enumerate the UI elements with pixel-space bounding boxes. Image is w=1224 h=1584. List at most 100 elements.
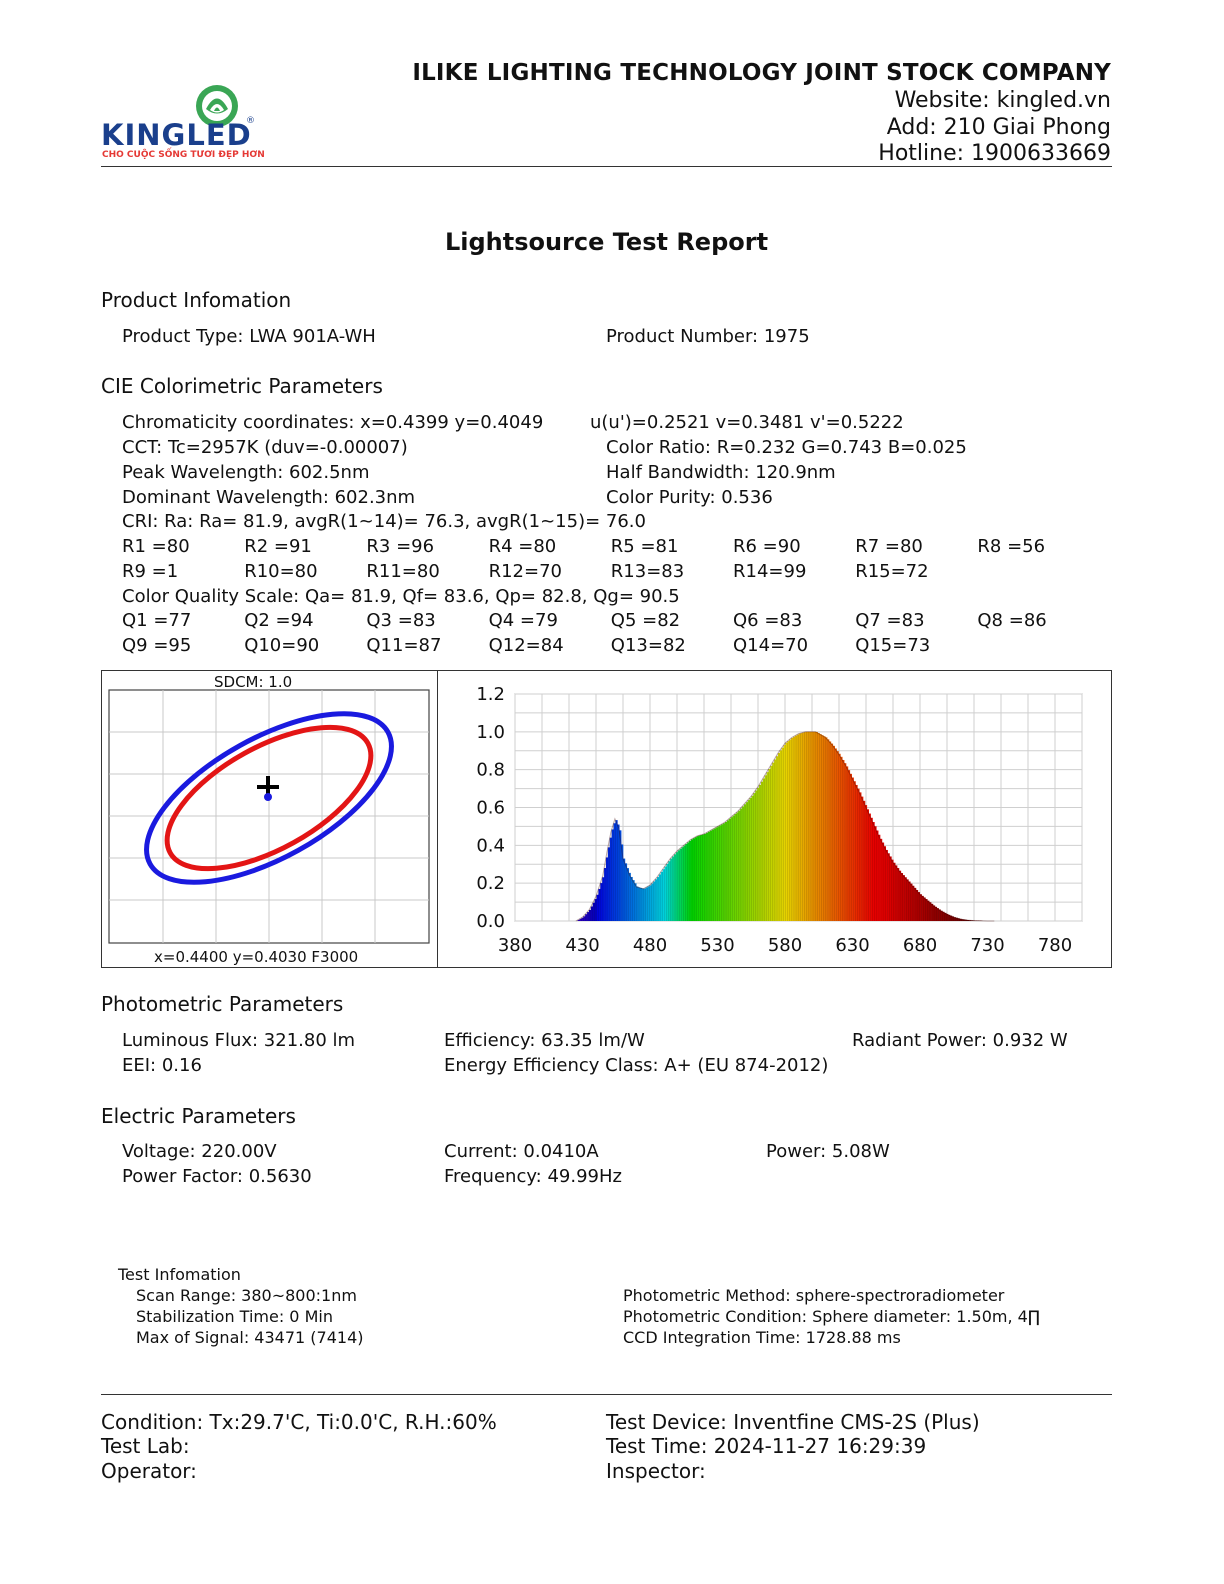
spectrum-bar	[893, 862, 896, 921]
q-value: Q8 =86	[977, 610, 1047, 631]
spectrum-bar	[830, 743, 834, 921]
spectrum-bar	[587, 912, 590, 921]
spectrum-bar	[838, 753, 841, 921]
spectrum-bar	[742, 806, 745, 921]
q-value: Q5 =82	[610, 610, 681, 631]
spectrum-bar	[953, 917, 956, 921]
spectrum-bar	[934, 906, 938, 921]
test-condition: Condition: Tx:29.7'C, Ti:0.0'C, R.H.:60%	[101, 1410, 497, 1434]
sdcm-label: SDCM: 1.0	[214, 673, 293, 691]
spectrum-bar	[647, 886, 650, 921]
spectrum-bar	[664, 866, 667, 921]
logo-tagline: CHO CUỘC SỐNG TƯƠI ĐẸP HƠN	[102, 150, 265, 160]
spectrum-bar	[692, 838, 696, 921]
spectrum-bar	[895, 865, 898, 921]
spectrum-bar	[760, 781, 764, 921]
spectrum-bar	[585, 914, 588, 921]
scan-range: Scan Range: 380~800:1nm	[136, 1286, 357, 1305]
spectrum-bar	[883, 846, 887, 921]
half-bandwidth: Half Bandwidth: 120.9nm	[606, 462, 836, 483]
efficiency: Efficiency: 63.35 lm/W	[444, 1030, 645, 1051]
spectrum-bar	[902, 875, 905, 921]
company-address: Add: 210 Giai Phong	[886, 115, 1111, 140]
spectrum-bar	[651, 883, 654, 921]
spectrum-bar	[747, 800, 750, 921]
spectrum-bar	[906, 879, 909, 921]
spectrum-bar	[713, 828, 716, 921]
spectrum-bar	[825, 737, 828, 921]
spectrum-bar	[621, 844, 624, 921]
spectrum-bar	[581, 917, 584, 921]
spectrum-bar	[857, 788, 860, 921]
sdcm-chart	[108, 689, 430, 944]
photometric-condition: Photometric Condition: Sphere diameter: …	[623, 1307, 1040, 1326]
spectrum-bar	[762, 778, 766, 921]
spectrum-bar	[668, 861, 671, 921]
spectrum-bar	[965, 919, 968, 921]
spectrum-bar	[607, 847, 611, 921]
r-value: R1 =80	[122, 536, 190, 557]
spectrum-bar	[948, 914, 951, 921]
spectrum-bar	[689, 840, 692, 921]
y-tick-label: 1.2	[476, 684, 505, 705]
spectrum-bar	[751, 795, 754, 921]
q-value: Q14=70	[733, 635, 809, 656]
r-value: R13=83	[610, 561, 685, 582]
spectrum-bar	[708, 831, 711, 921]
spectrum-bar	[908, 881, 911, 921]
spectrum-bar	[785, 742, 788, 921]
spectrum-bar	[630, 876, 633, 921]
r-value: R10=80	[244, 561, 318, 582]
spectrum-bar	[709, 830, 713, 921]
spectrum-bar	[827, 739, 830, 921]
spectrum-bar	[623, 858, 626, 921]
spectrum-bar	[768, 768, 771, 921]
spectrum-bar	[649, 885, 652, 921]
spectrum-bar	[628, 872, 631, 921]
spectrum-bar	[598, 888, 601, 921]
luminous-flux: Luminous Flux: 321.80 lm	[122, 1030, 356, 1051]
spectrum-bar	[579, 918, 582, 921]
spectrum-bar	[804, 732, 807, 921]
spectrum-bar	[660, 871, 663, 921]
spectrum-bar	[726, 820, 730, 921]
power: Power: 5.08W	[766, 1141, 890, 1162]
spectrum-bar	[834, 748, 837, 921]
spectrum-bar	[781, 747, 784, 921]
spectrum-bar	[605, 857, 609, 921]
spectrum-bar	[966, 920, 970, 921]
y-tick-label: 0.4	[476, 835, 505, 856]
spectrum-bar	[655, 879, 658, 921]
q-value: Q2 =94	[244, 610, 314, 631]
peak-wavelength: Peak Wavelength: 602.5nm	[122, 462, 370, 483]
spectrum-bar	[910, 883, 913, 921]
spectrum-bar	[675, 852, 679, 921]
spectrum-bar	[829, 741, 832, 921]
spectrum-bar	[968, 920, 972, 921]
dominant-wavelength: Dominant Wavelength: 602.3nm	[122, 487, 416, 508]
measured-point	[264, 793, 272, 801]
spectrum-bar	[687, 842, 690, 921]
r-value: R8 =56	[977, 536, 1046, 557]
spectrum-bar	[851, 777, 854, 921]
spectrum-bar	[821, 735, 824, 921]
spectrum-bar	[666, 863, 669, 921]
r-value: R3 =96	[366, 536, 435, 557]
spectrum-bar	[921, 895, 924, 921]
company-hotline: Hotline: 1900633669	[878, 141, 1111, 166]
q-value: Q13=82	[610, 635, 686, 656]
spectrum-bar	[759, 784, 762, 921]
spectrum-bar	[723, 823, 726, 921]
spectrum-bar	[876, 830, 879, 921]
sdcm-inner-ellipse	[164, 724, 374, 872]
spectrum-bar	[766, 772, 769, 921]
spectrum-bar	[638, 887, 641, 921]
r-value: R9 =1	[122, 561, 179, 582]
q-value: Q3 =83	[366, 610, 436, 631]
test-device: Test Device: Inventfine CMS-2S (Plus)	[606, 1410, 980, 1434]
spectrum-bar	[917, 892, 921, 921]
y-tick-label: 0.8	[476, 760, 505, 781]
spectrum-bar	[898, 870, 902, 921]
r-value: R6 =90	[733, 536, 801, 557]
spectrum-bar	[700, 834, 703, 921]
